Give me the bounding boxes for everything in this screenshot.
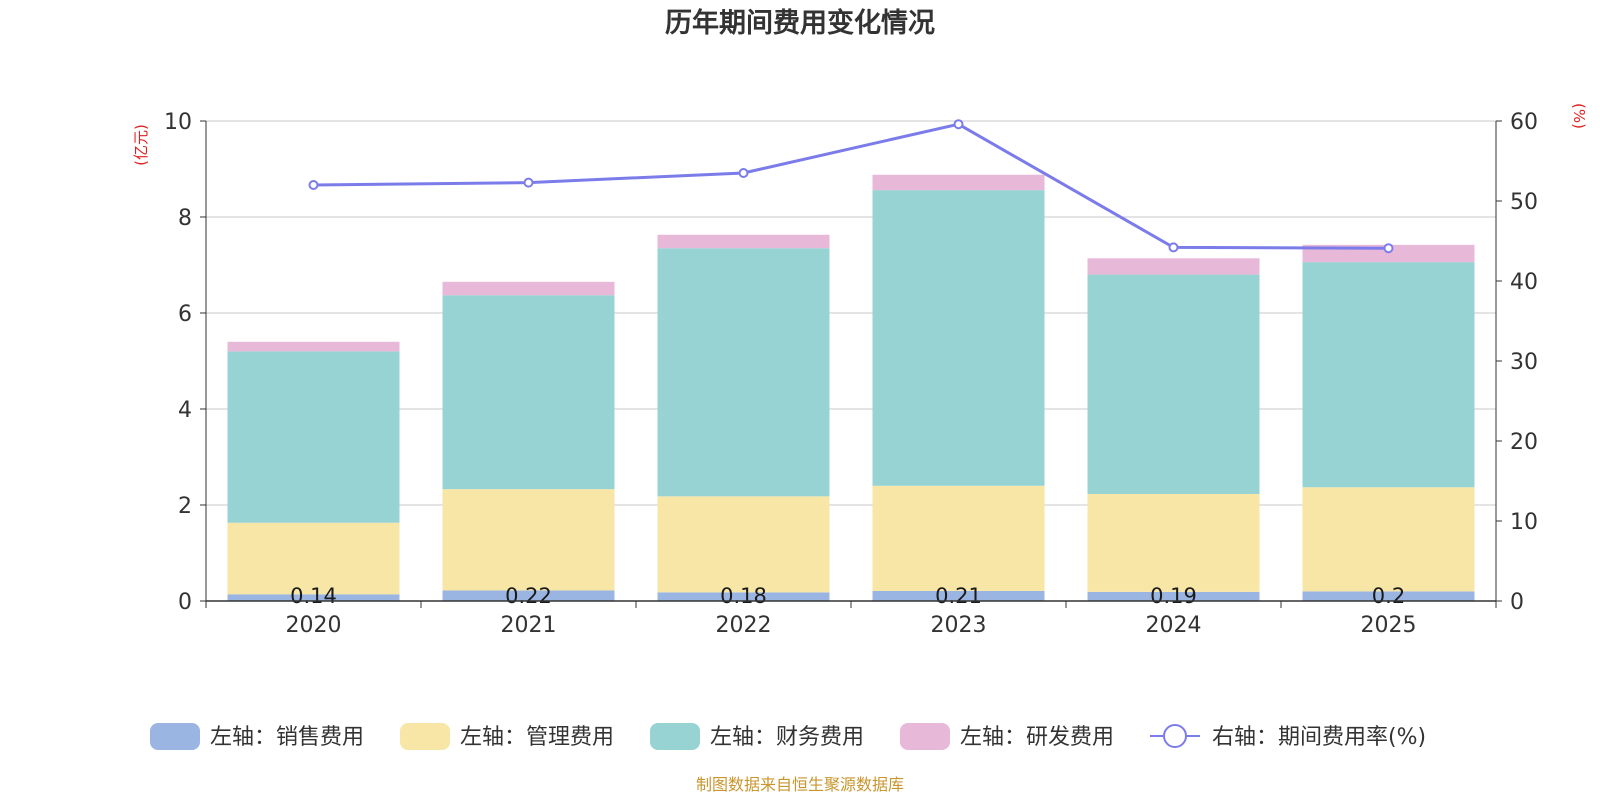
x-tick-label: 2021	[501, 613, 557, 638]
x-tick-label: 2024	[1146, 613, 1202, 638]
legend-swatch	[650, 723, 700, 750]
bar-value-label: 0.2	[1372, 584, 1405, 608]
bar-segment-2021-2	[442, 295, 615, 490]
right-tick-label: 50	[1510, 190, 1538, 215]
legend-label: 左轴：管理费用	[460, 725, 614, 750]
right-tick-label: 40	[1510, 270, 1538, 295]
legend-marker	[1163, 724, 1187, 748]
rate-line	[313, 122, 1389, 250]
right-tick-label: 20	[1510, 430, 1538, 455]
legend-swatch	[900, 723, 950, 750]
source-note: 制图数据来自恒生聚源数据库	[696, 775, 904, 794]
x-tick-label: 2020	[286, 613, 342, 638]
legend-label: 左轴：财务费用	[710, 725, 864, 750]
rate-point	[953, 119, 964, 130]
legend-item[interactable]: 左轴：财务费用	[650, 723, 864, 750]
bar-segment-2025-0	[1302, 591, 1475, 601]
bar-segment-2020-3	[227, 341, 400, 352]
legend-label: 左轴：销售费用	[210, 725, 364, 750]
bar-segment-2024-2	[1087, 274, 1260, 494]
bar-segment-2020-0	[227, 594, 400, 601]
bar-segment-2022-3	[657, 234, 830, 249]
bar-value-label: 0.19	[1150, 584, 1197, 608]
left-tick-label: 0	[178, 590, 192, 615]
left-tick-label: 4	[178, 398, 192, 423]
legend-label: 右轴：期间费用率(%)	[1212, 725, 1426, 750]
legend: 左轴：销售费用 左轴：管理费用 左轴：财务费用 左轴：研发费用 右轴：期间费用率(%)	[150, 723, 1426, 750]
gridlines	[206, 120, 1496, 506]
x-tick-label: 2022	[716, 613, 772, 638]
bar-segment-2022-1	[657, 496, 830, 593]
bar-value-label: 0.14	[290, 584, 337, 608]
legend-item[interactable]: 左轴：销售费用	[150, 723, 364, 750]
right-tick-label: 30	[1510, 350, 1538, 375]
rate-point	[523, 177, 534, 188]
rate-point	[308, 180, 319, 190]
legend-item[interactable]: 右轴：期间费用率(%)	[1150, 724, 1426, 750]
bar-segment-2024-1	[1087, 493, 1260, 592]
left-tick-label: 2	[178, 494, 192, 519]
x-tick-label: 2025	[1361, 613, 1417, 638]
bar-segment-2022-0	[657, 592, 830, 601]
right-tick-label: 10	[1510, 510, 1538, 535]
bar-value-label: 0.21	[935, 584, 982, 608]
rate-point	[1383, 243, 1394, 254]
bar-segment-2024-3	[1087, 258, 1260, 275]
chart-title: 历年期间费用变化情况	[665, 7, 935, 39]
x-tick-label: 2023	[931, 613, 987, 638]
bar-segment-2020-2	[227, 351, 400, 523]
bar-segment-2023-1	[872, 485, 1045, 591]
bar-segment-2025-1	[1302, 487, 1475, 592]
bar-segment-2023-0	[872, 590, 1045, 601]
legend-label: 左轴：研发费用	[960, 725, 1114, 750]
bar-segment-2025-2	[1302, 262, 1475, 488]
left-tick-label: 10	[164, 110, 192, 135]
right-tick-label: 0	[1510, 590, 1524, 615]
bar-series: 0.14 0.22 0.18 0.21 0.19 0.2	[227, 174, 1475, 608]
legend-swatch	[400, 723, 450, 750]
bar-segment-2020-1	[227, 522, 400, 595]
rate-point	[1168, 242, 1179, 253]
left-axis-unit: (亿元)	[132, 124, 150, 166]
legend-item[interactable]: 左轴：研发费用	[900, 723, 1114, 750]
rate-line-series	[308, 119, 1394, 254]
left-tick-label: 8	[178, 206, 192, 231]
legend-swatch	[150, 723, 200, 750]
axes: 0 2 4 6 8 10 0 10 20 30 40 50 60 2020 2021 2022 2023 2024…	[164, 110, 1538, 638]
bar-segment-2021-1	[442, 489, 615, 591]
bar-segment-2021-0	[442, 590, 615, 601]
legend-item[interactable]: 左轴：管理费用	[400, 723, 614, 750]
right-axis-unit: (%)	[1570, 103, 1588, 129]
bar-segment-2021-3	[442, 281, 615, 296]
right-tick-label: 60	[1510, 110, 1538, 135]
bar-segment-2024-0	[1087, 591, 1260, 601]
bar-segment-2022-2	[657, 248, 830, 497]
bar-value-label: 0.18	[720, 584, 767, 608]
bar-segment-2023-3	[872, 174, 1045, 191]
bar-segment-2023-2	[872, 190, 1045, 486]
bar-value-label: 0.22	[505, 584, 552, 608]
rate-point	[738, 168, 749, 178]
left-tick-label: 6	[178, 302, 192, 327]
